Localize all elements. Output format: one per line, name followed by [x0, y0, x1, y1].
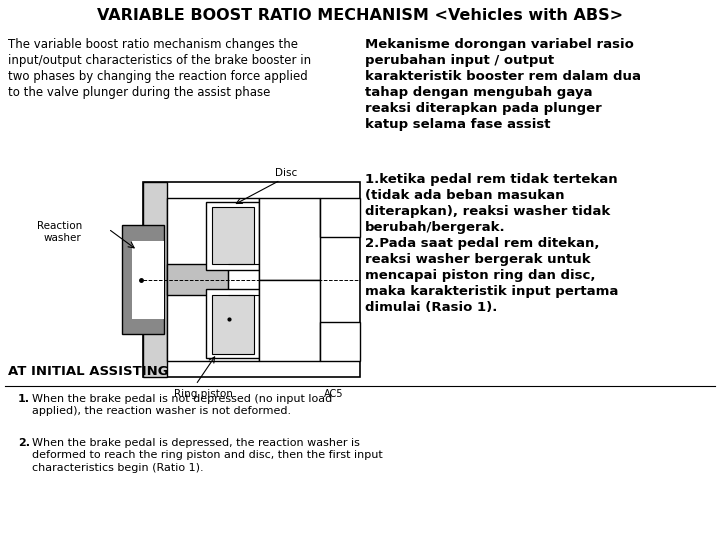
Bar — [166, 198, 259, 361]
Text: Mekanisme dorongan variabel rasio
perubahan input / output
karakteristik booster: Mekanisme dorongan variabel rasio peruba… — [365, 38, 641, 131]
Bar — [259, 280, 320, 361]
Text: 1.: 1. — [18, 394, 30, 404]
Text: AC5: AC5 — [324, 389, 343, 399]
Bar — [207, 201, 259, 270]
Bar — [132, 240, 164, 319]
Text: Ring piston: Ring piston — [174, 389, 233, 399]
Bar — [320, 198, 360, 237]
Bar — [212, 207, 254, 264]
Bar — [212, 295, 254, 354]
Text: When the brake pedal is not depressed (no input load
applied), the reaction wash: When the brake pedal is not depressed (n… — [32, 394, 332, 416]
Text: When the brake pedal is depressed, the reaction washer is
deformed to reach the : When the brake pedal is depressed, the r… — [32, 438, 383, 473]
Text: AT INITIAL ASSISTING: AT INITIAL ASSISTING — [8, 365, 168, 378]
Bar — [143, 182, 166, 377]
Bar — [143, 182, 360, 377]
Bar — [122, 225, 164, 334]
Text: VARIABLE BOOST RATIO MECHANISM <Vehicles with ABS>: VARIABLE BOOST RATIO MECHANISM <Vehicles… — [97, 8, 623, 23]
Bar — [320, 322, 360, 361]
Bar — [207, 289, 259, 357]
Text: Reaction
washer: Reaction washer — [37, 221, 82, 242]
Text: Disc: Disc — [275, 168, 297, 178]
Text: The variable boost ratio mechanism changes the
input/output characteristics of t: The variable boost ratio mechanism chang… — [8, 38, 311, 99]
Text: 1.ketika pedal rem tidak tertekan
(tidak ada beban masukan
diterapkan), reaksi w: 1.ketika pedal rem tidak tertekan (tidak… — [365, 173, 618, 314]
Bar — [166, 264, 228, 295]
Text: 2.: 2. — [18, 438, 30, 448]
Bar — [259, 198, 320, 280]
